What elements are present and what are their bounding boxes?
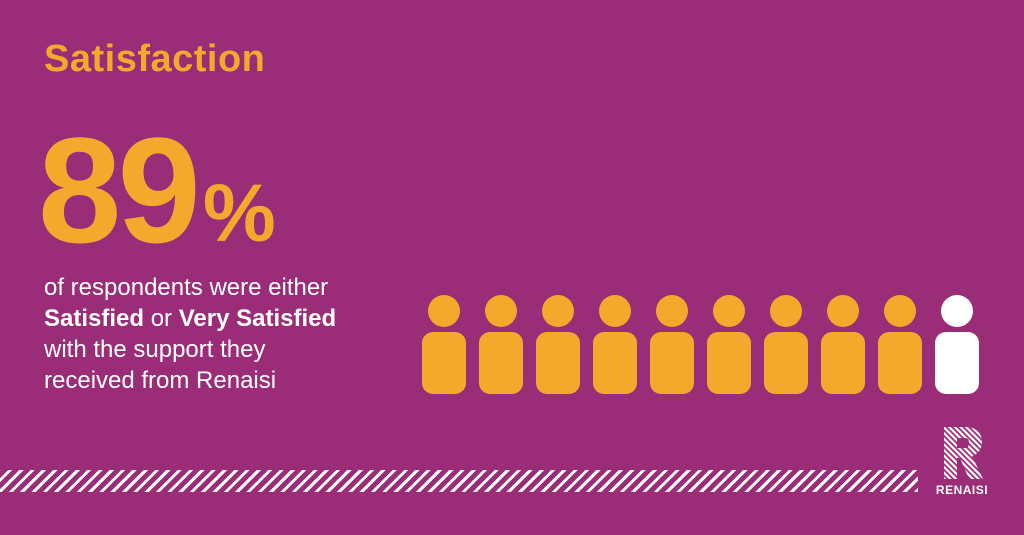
striped-divider: [0, 470, 918, 492]
description-connector: or: [144, 305, 179, 332]
person-head: [827, 295, 859, 327]
person-body: [479, 332, 523, 394]
person-head: [599, 295, 631, 327]
description-line-4: received from Renaisi: [44, 367, 277, 394]
statistic: 89 %: [38, 115, 276, 265]
description-very-satisfied: Very Satisfied: [178, 305, 337, 332]
person-body: [422, 332, 466, 394]
renaisi-logo-mark: [944, 427, 983, 479]
person-head: [428, 295, 460, 327]
person-icon-filled: [536, 295, 580, 395]
description-line-3: with the support they: [44, 336, 266, 363]
person-body: [707, 332, 751, 394]
statistic-unit: %: [202, 168, 276, 259]
person-body: [593, 332, 637, 394]
person-body: [650, 332, 694, 394]
person-body: [878, 332, 922, 394]
person-head: [656, 295, 688, 327]
statistic-description: of respondents were either Satisfied or …: [44, 272, 404, 396]
person-head: [713, 295, 745, 327]
person-icon-filled: [707, 295, 751, 395]
person-head: [770, 295, 802, 327]
person-head: [884, 295, 916, 327]
renaisi-logo-text: RENAISI: [935, 483, 989, 497]
statistic-value: 89: [38, 106, 201, 274]
person-body: [821, 332, 865, 394]
person-head: [485, 295, 517, 327]
description-satisfied: Satisfied: [44, 305, 145, 332]
person-body: [764, 332, 808, 394]
description-line-1: of respondents were either: [44, 274, 329, 301]
person-icon-filled: [878, 295, 922, 395]
person-icon-filled: [593, 295, 637, 395]
renaisi-logo: RENAISI: [934, 425, 990, 505]
person-icon-empty: [935, 295, 979, 395]
person-icon-filled: [422, 295, 466, 395]
people-chart: [422, 295, 979, 395]
person-icon-filled: [764, 295, 808, 395]
person-body: [536, 332, 580, 394]
person-head: [941, 295, 973, 327]
person-head: [542, 295, 574, 327]
person-body: [935, 332, 979, 394]
person-icon-filled: [821, 295, 865, 395]
description-line-2: Satisfied or Very Satisfied: [44, 303, 404, 334]
person-icon-filled: [650, 295, 694, 395]
page-title: Satisfaction: [44, 38, 266, 80]
person-icon-filled: [479, 295, 523, 395]
